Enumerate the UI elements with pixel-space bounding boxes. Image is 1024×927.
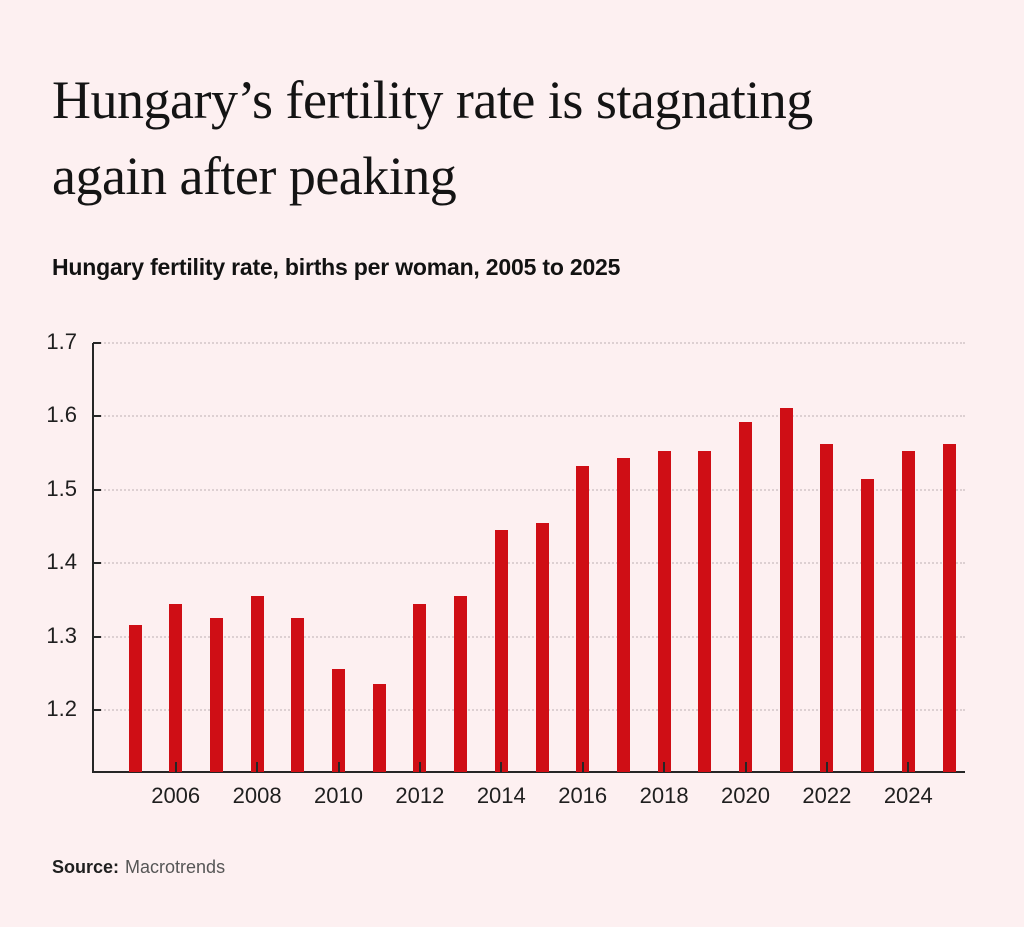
page-title-line-2: again after peaking	[52, 146, 457, 206]
y-tick-label-1.7: 1.7	[46, 329, 77, 354]
gridline-1.3	[93, 635, 965, 638]
bar-2007	[209, 617, 223, 772]
x-tick-2024	[907, 762, 910, 772]
y-tick-label-1.3: 1.3	[46, 622, 77, 648]
gridline-1.6	[93, 415, 965, 418]
bar-2010	[332, 669, 345, 772]
gridline-1.4	[93, 562, 965, 565]
bar-2009	[291, 617, 305, 772]
bar-2006	[169, 603, 183, 772]
x-tick-2006	[174, 762, 177, 772]
x-tick-label-2024: 2024	[883, 783, 933, 808]
y-tick-1.7	[93, 342, 101, 344]
y-tick-label-1.4: 1.4	[46, 549, 77, 575]
page-title: Hungary’s fertility rate is stagnating a…	[52, 62, 972, 214]
x-tick-2018	[663, 762, 666, 772]
bar-2023	[861, 478, 875, 772]
source-note: Source: Macrotrends	[52, 855, 225, 879]
bar-2024	[901, 450, 915, 772]
source-value: Macrotrends	[125, 857, 226, 877]
x-tick-2022	[825, 762, 828, 772]
x-tick-label-2014: 2014	[476, 783, 526, 808]
bar-2017	[616, 458, 630, 772]
y-tick-1.3	[93, 635, 101, 638]
y-tick-label-1.2: 1.2	[46, 696, 77, 722]
y-tick-label-1.5: 1.5	[46, 475, 77, 501]
bar-2020	[739, 422, 752, 772]
x-tick-label-2020: 2020	[721, 783, 770, 808]
gridline-1.5	[93, 488, 965, 491]
x-tick-2016	[581, 762, 584, 772]
bar-2013	[454, 595, 468, 772]
x-axis-line	[92, 771, 965, 773]
bar-2008	[250, 595, 264, 772]
bar-2011	[372, 683, 386, 772]
gridline-1.7	[93, 342, 965, 344]
chart-subtitle: Hungary fertility rate, births per woman…	[52, 254, 621, 280]
x-tick-2012	[418, 762, 421, 772]
x-tick-2010	[337, 762, 340, 772]
x-tick-2020	[744, 762, 747, 772]
y-tick-1.6	[93, 415, 101, 418]
bar-2015	[535, 522, 549, 772]
x-tick-label-2018: 2018	[639, 783, 689, 808]
x-tick-label-2008: 2008	[232, 783, 282, 808]
bar-2025	[942, 444, 956, 772]
bar-2016	[576, 465, 590, 772]
bar-2018	[657, 450, 671, 772]
y-tick-1.2	[93, 709, 101, 712]
gridline-1.2	[93, 709, 965, 712]
y-axis-line	[92, 343, 94, 773]
x-tick-2014	[500, 762, 503, 772]
x-tick-label-2012: 2012	[395, 783, 445, 808]
y-tick-1.5	[93, 488, 101, 491]
x-tick-label-2010: 2010	[314, 783, 363, 808]
y-tick-1.4	[93, 562, 101, 565]
x-tick-2008	[256, 762, 259, 772]
bar-2005	[128, 625, 142, 772]
y-tick-label-1.6: 1.6	[46, 402, 77, 428]
source-label: Source:	[52, 857, 120, 877]
bar-2012	[413, 603, 427, 772]
x-tick-label-2022: 2022	[802, 783, 852, 808]
page-title-line-1: Hungary’s fertility rate is stagnating	[52, 70, 813, 130]
x-tick-label-2016: 2016	[558, 783, 608, 808]
x-tick-label-2006: 2006	[151, 783, 201, 808]
bar-2019	[698, 450, 712, 772]
bar-2021	[779, 407, 793, 772]
bar-2022	[820, 444, 834, 772]
bar-2014	[494, 530, 508, 772]
